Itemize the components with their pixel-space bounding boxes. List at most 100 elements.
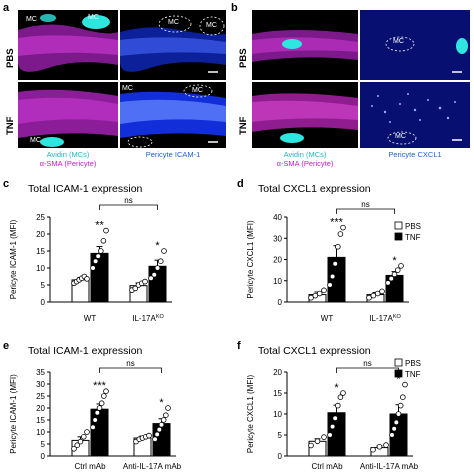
data-point	[98, 400, 105, 406]
data-point	[376, 443, 383, 450]
group-label-superscript: KO	[393, 314, 402, 320]
y-tick-label: 15	[36, 247, 45, 256]
data-point	[321, 287, 327, 294]
legend-swatch-pbs	[394, 358, 403, 367]
legend-label-pbs: PBS	[405, 222, 421, 231]
comparison-bracket	[99, 367, 162, 373]
caption-avidin: Avidin (MCs)	[283, 150, 327, 159]
micrograph-a-pbs-merge: MC MC	[18, 10, 118, 80]
data-point	[340, 224, 346, 231]
chart-e: 0 5 10 15 20 25 30 35 Pericyte ICAM-1 (MFI) *** Ct…	[9, 359, 182, 471]
caption-b-left: Avidin (MCs) α-SMA (Pericyte)	[252, 150, 358, 168]
data-point	[394, 267, 401, 273]
chart-title-d: Total CXCL1 expression	[258, 183, 371, 195]
micrograph-b-tnf-merge	[252, 82, 358, 148]
y-axis-label: Pericyte ICAM-1 (MFI)	[9, 374, 18, 454]
significance-stars: ***	[93, 380, 107, 392]
y-axis-label: Pericyte CXCL1 (MFI)	[246, 220, 255, 299]
significance-stars: *	[396, 374, 401, 386]
group-label-superscript: KO	[156, 314, 165, 320]
y-tick-label: 10	[273, 410, 282, 419]
y-tick-label: 15	[273, 389, 282, 398]
data-point	[158, 422, 165, 428]
data-point	[383, 442, 389, 448]
data-point	[337, 394, 344, 400]
mc-label: MC	[192, 87, 203, 94]
y-tick-label: 20	[273, 256, 282, 265]
legend-label-pbs: PBS	[405, 359, 421, 368]
mc-label: MC	[30, 137, 41, 144]
bar-tnf	[385, 274, 404, 303]
chart-d: 0 10 20 30 40 Pericyte CXCL1 (MFI) *** WT * IL-17…	[246, 200, 421, 323]
comparison-label: ns	[124, 196, 132, 205]
data-point	[374, 290, 381, 297]
legend-label-tnf: TNF	[405, 370, 421, 379]
panel-letter-b: b	[231, 2, 238, 14]
chart-title-f: Total CXCL1 expression	[258, 345, 371, 357]
significance-stars: ***	[330, 217, 344, 229]
group-label: Anti-IL-17A mAb	[360, 462, 419, 471]
panel-letter-c: c	[3, 178, 10, 190]
condition-label-pbs-b: PBS	[238, 48, 249, 68]
y-tick-label: 25	[36, 392, 45, 401]
condition-label-pbs-a: PBS	[5, 48, 16, 68]
y-axis-label: Pericyte CXCL1 (MFI)	[246, 375, 255, 454]
data-point	[103, 227, 109, 234]
data-point	[314, 438, 321, 445]
y-tick-label: 40	[273, 213, 282, 222]
y-tick-label: 5	[278, 431, 283, 440]
data-point	[389, 432, 395, 438]
data-point	[160, 417, 167, 423]
data-point	[308, 442, 314, 449]
data-point	[80, 434, 87, 440]
data-point	[397, 402, 404, 409]
group-label: WT	[321, 314, 334, 323]
data-point	[366, 294, 372, 301]
data-point	[84, 276, 90, 282]
data-point	[77, 438, 84, 445]
data-point	[332, 260, 338, 267]
legend-swatch-pbs	[394, 221, 403, 230]
data-point	[157, 258, 164, 264]
data-point	[312, 292, 319, 299]
mc-label: MC	[206, 22, 217, 29]
data-point	[92, 258, 99, 264]
caption-a-left: Avidin (MCs) α-SMA (Pericyte)	[18, 150, 118, 168]
caption-asma: α-SMA (Pericyte)	[276, 159, 334, 168]
data-point	[308, 294, 314, 301]
y-tick-label: 0	[278, 298, 283, 307]
caption-a-right: Pericyte ICAM-1	[120, 150, 226, 159]
data-point	[94, 410, 101, 416]
y-tick-label: 0	[41, 298, 46, 307]
data-point	[148, 275, 154, 281]
legend-label-tnf: TNF	[405, 233, 421, 242]
bar-tnf	[148, 265, 167, 303]
data-point	[391, 425, 397, 432]
comparison-label: ns	[126, 359, 134, 368]
data-point	[165, 405, 171, 411]
data-point	[96, 405, 103, 411]
data-point	[379, 288, 385, 295]
data-point	[370, 292, 377, 299]
data-point	[90, 424, 96, 430]
caption-asma: α-SMA (Pericyte)	[39, 159, 97, 168]
chart-title-c: Total ICAM-1 expression	[28, 183, 143, 195]
caption-icam: Pericyte ICAM-1	[145, 150, 201, 159]
significance-stars: *	[334, 382, 339, 394]
comparison-bracket	[99, 204, 158, 210]
data-point	[98, 248, 104, 254]
significance-stars: *	[159, 397, 164, 409]
data-point	[152, 436, 158, 442]
data-point	[142, 278, 148, 285]
data-point	[370, 446, 376, 453]
data-point	[95, 253, 101, 259]
data-point	[391, 271, 398, 278]
condition-label-tnf-b: TNF	[238, 116, 249, 135]
chart-f: 0 5 10 15 20 Pericyte CXCL1 (MFI) * Ctrl mAb * An…	[246, 358, 421, 471]
data-point	[337, 231, 344, 237]
mc-label: MC	[88, 14, 99, 21]
micrograph-a-tnf-icam: MC MC	[120, 82, 226, 148]
chart-c: 0 5 10 15 20 25 Pericyte ICAM-1 (MFI) ** WT * IL-1…	[9, 196, 172, 323]
caption-b-right: Pericyte CXCL1	[360, 150, 470, 159]
y-tick-label: 5	[41, 281, 46, 290]
